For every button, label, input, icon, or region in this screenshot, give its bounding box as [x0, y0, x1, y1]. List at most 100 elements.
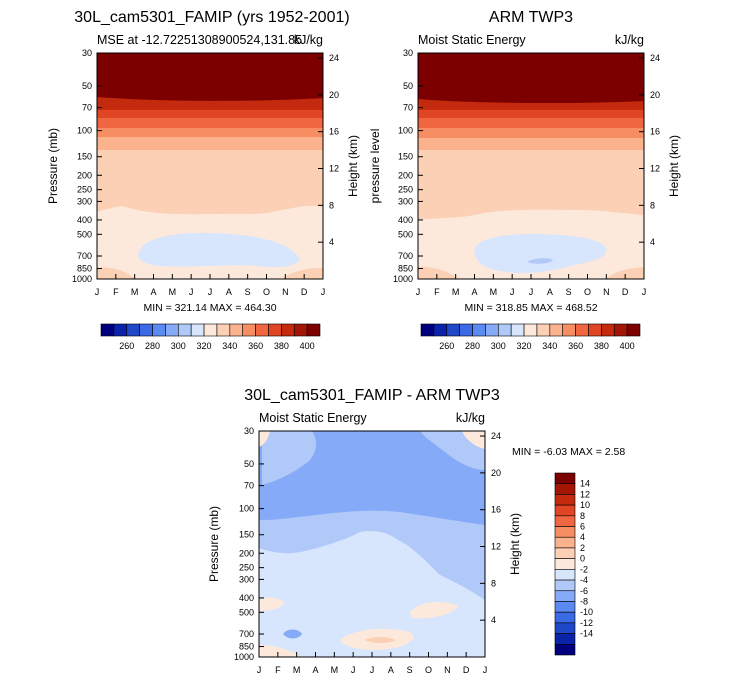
colorbar-label: 400 [620, 341, 635, 351]
colorbar-label: -6 [580, 586, 588, 596]
colorbar-label: 14 [580, 479, 590, 489]
x-tick-label: J [529, 287, 534, 297]
y-right-tick-label: 16 [491, 505, 501, 515]
x-tick-label: J [321, 287, 326, 297]
colorbar-swatch [126, 323, 140, 337]
colorbar-swatch [459, 323, 473, 337]
colorbar-swatch [472, 323, 486, 337]
band-m4-low-left [283, 629, 302, 639]
x-tick-label: J [416, 287, 421, 297]
x-tick-label: M [169, 287, 177, 297]
colorbar-swatch [281, 323, 295, 337]
y-tick-label: 400 [398, 215, 413, 225]
panel-model: 30L_cam5301_FAMIP (yrs 1952-2001) MSE at… [46, 9, 360, 351]
colorbar-swatch [554, 483, 576, 495]
band-pos-top-left [259, 431, 270, 447]
x-tick-label: N [603, 287, 610, 297]
y-right-tick-label: 12 [491, 542, 501, 552]
x-tick-label: S [407, 665, 413, 675]
y-tick-label: 300 [77, 196, 92, 206]
colorbar-label: 10 [580, 500, 590, 510]
y-right-tick-label: 16 [329, 127, 339, 137]
x-tick-label: J [510, 287, 515, 297]
y-tick-label: 300 [239, 574, 254, 584]
y-tick-label: 500 [239, 607, 254, 617]
panel-diff-units: kJ/kg [456, 411, 485, 425]
x-tick-label: S [566, 287, 572, 297]
band-420 [418, 53, 644, 104]
x-tick-label: J [483, 665, 488, 675]
colorbar-label: 280 [145, 341, 160, 351]
colorbar-swatch [203, 323, 218, 337]
x-tick-label: O [584, 287, 591, 297]
colorbar-swatch [177, 323, 192, 337]
panel-obs-left-subtitle: Moist Static Energy [418, 33, 526, 47]
colorbar-swatch [554, 601, 576, 613]
x-tick-label: A [312, 665, 318, 675]
panel-model-title: 30L_cam5301_FAMIP (yrs 1952-2001) [74, 9, 349, 26]
colorbar-swatch [554, 611, 576, 624]
colorbar-label: -14 [580, 629, 593, 639]
colorbar-swatch [523, 323, 538, 337]
band-pos-top-right [462, 431, 485, 449]
colorbar-swatch [100, 323, 115, 337]
colorbar-swatch [554, 515, 576, 527]
colorbar-swatch [588, 323, 602, 337]
colorbar-label: 340 [222, 341, 237, 351]
colorbar-label: 300 [491, 341, 506, 351]
panel-model-units: kJ/kg [294, 33, 323, 47]
y-tick-label: 100 [398, 126, 413, 136]
y-tick-label: 50 [244, 459, 254, 469]
y-right-tick-label: 20 [650, 90, 660, 100]
colorbar-label: 300 [171, 341, 186, 351]
x-tick-label: F [434, 287, 440, 297]
colorbar-label: -4 [580, 575, 588, 585]
colorbar-swatch [152, 323, 166, 337]
x-tick-label: J [95, 287, 100, 297]
y-right-tick-label: 4 [329, 237, 334, 247]
x-tick-label: J [351, 665, 356, 675]
panel-diff: 30L_cam5301_FAMIP - ARM TWP3 Moist Stati… [207, 387, 625, 675]
y-tick-label: 250 [398, 185, 413, 195]
y-tick-label: 250 [239, 563, 254, 573]
colorbar-swatch [420, 323, 435, 337]
x-tick-label: D [463, 665, 470, 675]
x-tick-label: J [370, 665, 375, 675]
x-tick-label: N [282, 287, 289, 297]
colorbar-label: -12 [580, 618, 593, 628]
band-m2-upper-right [420, 431, 485, 470]
y-tick-label: 200 [239, 548, 254, 558]
colorbar-swatch [113, 323, 128, 337]
x-tick-label: M [331, 665, 339, 675]
band-330 [474, 234, 607, 273]
x-tick-label: O [425, 665, 432, 675]
colorbar-swatch [139, 323, 153, 337]
y-tick-label: 850 [77, 264, 92, 274]
y-tick-label: 70 [244, 481, 254, 491]
colorbar-swatch [554, 536, 576, 549]
y-right-tick-label: 12 [329, 164, 339, 174]
y-tick-label: 300 [398, 196, 413, 206]
y-right-tick-label: 8 [650, 200, 655, 210]
x-tick-label: J [189, 287, 194, 297]
band-pos-low-left [259, 597, 285, 611]
colorbar-swatch [510, 323, 525, 337]
colorbar-label: 4 [580, 532, 585, 542]
band-350-surface-left [97, 267, 135, 279]
colorbar-swatch [485, 323, 499, 337]
colorbar-obs: 260 280 300 320 340 360 380 400 [420, 323, 641, 351]
colorbar-swatch [575, 323, 589, 337]
y-tick-label: 150 [398, 152, 413, 162]
colorbar-swatch [229, 323, 244, 337]
band-pos-surface-left [259, 645, 300, 657]
colorbar-swatch [242, 323, 256, 337]
y-tick-label: 850 [398, 264, 413, 274]
y-tick-label: 50 [82, 81, 92, 91]
y-tick-label: 70 [403, 103, 413, 113]
y-tick-label: 200 [398, 170, 413, 180]
colorbar-swatch [554, 643, 576, 656]
colorbar-swatch [562, 323, 576, 337]
colorbar-label: 6 [580, 522, 585, 532]
panel-model-ylabel-right: Height (km) [346, 135, 360, 197]
